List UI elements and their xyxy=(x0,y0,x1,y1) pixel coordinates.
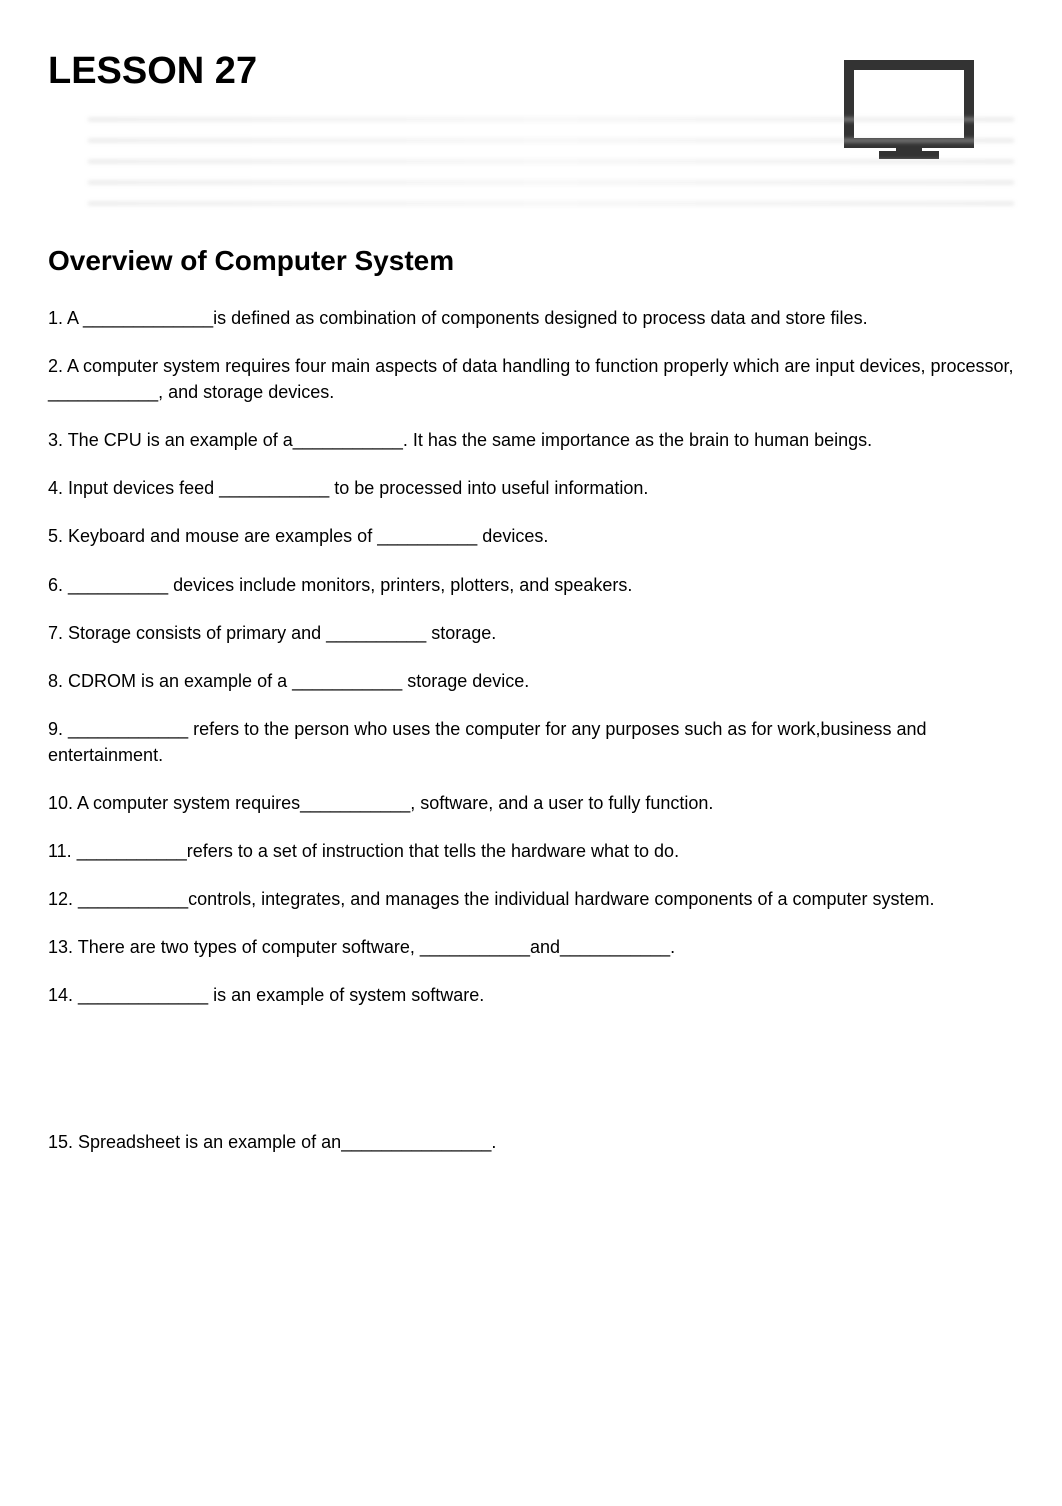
question-7: 7. Storage consists of primary and _____… xyxy=(48,620,1014,646)
question-11: 11. ___________refers to a set of instru… xyxy=(48,838,1014,864)
question-14: 14. _____________ is an example of syste… xyxy=(48,982,1014,1008)
blur-line xyxy=(88,139,1014,142)
section-title: Overview of Computer System xyxy=(48,245,1014,277)
blur-line xyxy=(88,160,1014,163)
question-12: 12. ___________controls, integrates, and… xyxy=(48,886,1014,912)
question-5: 5. Keyboard and mouse are examples of __… xyxy=(48,523,1014,549)
blur-line xyxy=(88,181,1014,184)
question-8: 8. CDROM is an example of a ___________ … xyxy=(48,668,1014,694)
question-10: 10. A computer system requires__________… xyxy=(48,790,1014,816)
monitor-icon xyxy=(844,60,974,165)
question-15: 15. Spreadsheet is an example of an_____… xyxy=(48,1129,1014,1155)
question-3: 3. The CPU is an example of a___________… xyxy=(48,427,1014,453)
header-section: LESSON 27 xyxy=(48,50,1014,205)
question-1: 1. A _____________is defined as combinat… xyxy=(48,305,1014,331)
blur-line xyxy=(88,118,1014,121)
blur-line xyxy=(88,202,1014,205)
question-4: 4. Input devices feed ___________ to be … xyxy=(48,475,1014,501)
question-13: 13. There are two types of computer soft… xyxy=(48,934,1014,960)
question-2: 2. A computer system requires four main … xyxy=(48,353,1014,405)
question-6: 6. __________ devices include monitors, … xyxy=(48,572,1014,598)
question-9: 9. ____________ refers to the person who… xyxy=(48,716,1014,768)
